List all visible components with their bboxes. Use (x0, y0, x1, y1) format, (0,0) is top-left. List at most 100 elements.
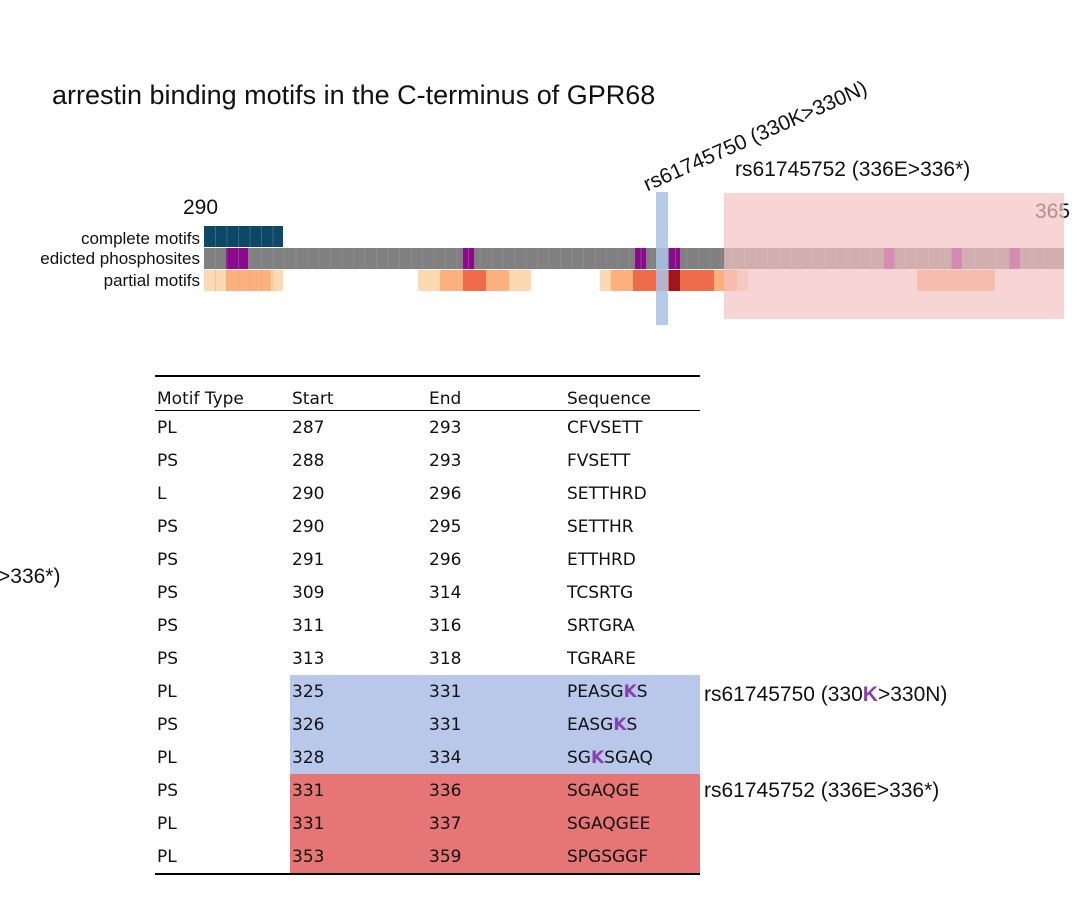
snp-label-rs61745752: rs61745752 (336E>336*) (735, 158, 971, 181)
cell-end: 293 (429, 450, 462, 471)
cell-sequence: EASGKS (565, 708, 700, 741)
snp-highlight-rs61745752 (724, 193, 1064, 319)
cell-type: PL (155, 840, 290, 875)
table-row: PS 313 318 TGRARE (155, 642, 700, 675)
cell-start: 311 (292, 615, 325, 636)
cell-end: 331 (427, 708, 565, 741)
table-row: PL 325 331 PEASGKS (155, 675, 700, 708)
cell-type: PS (157, 615, 179, 636)
cell-start: 287 (292, 417, 325, 438)
cell-start: 353 (290, 840, 427, 875)
cell-type: PL (157, 747, 177, 768)
cell-end: 336 (427, 774, 565, 807)
cell-start: 331 (290, 807, 427, 840)
cell-type: PS (157, 780, 179, 801)
phosphosite-mark (669, 248, 680, 269)
cell-sequence: SGAQGEE (565, 807, 700, 840)
cell-start: 309 (292, 582, 325, 603)
cell-type: PS (157, 516, 179, 537)
cell-end: 331 (427, 675, 565, 708)
header-end: End (427, 375, 565, 411)
cell-end: 296 (429, 549, 462, 570)
partial-motif-segment (463, 270, 486, 291)
partial-motif-segment (669, 270, 680, 291)
cell-type: PL (157, 681, 177, 702)
side-note-rs61745750: rs61745750 (330K>330N) (704, 683, 948, 706)
header-sequence: Sequence (565, 375, 700, 411)
cell-sequence: SETTHR (567, 516, 634, 537)
cell-start: 313 (292, 648, 325, 669)
cell-sequence: SGKSGAQ (565, 741, 700, 774)
cell-type: L (157, 483, 167, 504)
table-row: PS 326 331 EASGKS (155, 708, 700, 741)
side-note-rs61745752: rs61745752 (336E>336*) (704, 779, 940, 802)
table-row: PL 353 359 SPGSGGF (155, 840, 700, 875)
table-row: PL 331 337 SGAQGEE (155, 807, 700, 840)
cell-end: 337 (427, 807, 565, 840)
cell-end: 318 (429, 648, 462, 669)
table-row: PS 309 314 TCSRTG (155, 576, 700, 609)
cell-sequence: SPGSGGF (565, 840, 700, 875)
partial-motif-segment (418, 270, 440, 291)
cell-end: 316 (429, 615, 462, 636)
cell-sequence: TCSRTG (567, 582, 634, 603)
partial-motif-segment (600, 270, 611, 291)
cell-end: 359 (427, 840, 565, 875)
cell-start: 325 (290, 675, 427, 708)
variant-residue: K (590, 747, 605, 768)
track-label-phospho: edicted phosphosites (40, 249, 200, 268)
cell-end: 295 (429, 516, 462, 537)
tick-start: 290 (183, 196, 219, 219)
partial-motif-segment (440, 270, 463, 291)
table-row: PS 290 295 SETTHR (155, 510, 700, 543)
cell-end: 314 (429, 582, 462, 603)
cell-start: 290 (292, 483, 325, 504)
variant-residue: K (862, 683, 878, 706)
header-start: Start (290, 375, 427, 411)
table-row: PL 287 293 CFVSETT (155, 411, 700, 445)
cell-type: PS (157, 450, 179, 471)
cell-sequence: ETTHRD (567, 549, 636, 570)
snp-label-cut: >336*) (0, 565, 61, 588)
cell-sequence: CFVSETT (567, 417, 643, 438)
table-header-row: Motif Type Start End Sequence (155, 375, 700, 411)
figure-title: arrestin binding motifs in the C-terminu… (52, 80, 656, 110)
table-row: L 290 296 SETTHRD (155, 477, 700, 510)
phosphosite-mark (635, 248, 646, 269)
table-row: PS 331 336 SGAQGE (155, 774, 700, 807)
cell-type: PS (157, 582, 179, 603)
partial-motif-segment (680, 270, 714, 291)
cell-start: 328 (290, 741, 427, 774)
cell-end: 334 (427, 741, 565, 774)
table-row: PS 291 296 ETTHRD (155, 543, 700, 576)
sequence-track-diagram (0, 0, 1077, 340)
cell-type: PS (157, 648, 179, 669)
cell-sequence: SETTHRD (567, 483, 647, 504)
partial-motif-segment (204, 270, 226, 291)
motif-table: Motif Type Start End Sequence PL 287 293… (155, 375, 700, 875)
partial-motif-segment (486, 270, 509, 291)
table-row: PS 311 316 SRTGRA (155, 609, 700, 642)
cell-end: 293 (429, 417, 462, 438)
cell-sequence: SGAQGE (565, 774, 700, 807)
cell-start: 288 (292, 450, 325, 471)
header-motif-type: Motif Type (155, 375, 290, 411)
variant-residue: K (623, 681, 637, 702)
partial-motif-segment (271, 270, 283, 291)
track-label-complete: complete motifs (80, 229, 200, 248)
snp-highlight-rs61745750 (656, 192, 668, 325)
cell-start: 291 (292, 549, 325, 570)
partial-motif-segment (509, 270, 531, 291)
cell-sequence: FVSETT (567, 450, 631, 471)
track-label-partial: partial motifs (103, 271, 200, 290)
cell-type: PL (157, 417, 177, 438)
partial-motif-segment (611, 270, 633, 291)
table-row: PL 328 334 SGKSGAQ (155, 741, 700, 774)
cell-sequence: TGRARE (567, 648, 636, 669)
partial-motif-segment (226, 270, 271, 291)
cell-type: PS (157, 549, 179, 570)
cell-type: PL (157, 813, 177, 834)
cell-start: 290 (292, 516, 325, 537)
cell-end: 296 (429, 483, 462, 504)
cell-sequence: PEASGKS (565, 675, 700, 708)
